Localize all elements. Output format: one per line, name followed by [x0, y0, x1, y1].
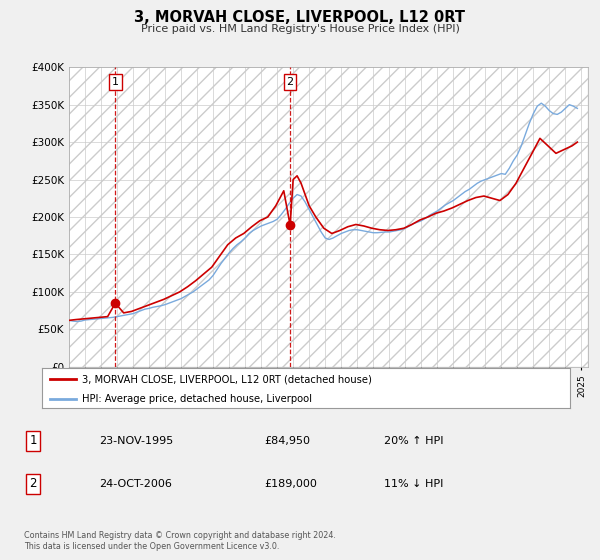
Text: 2: 2 — [29, 477, 37, 491]
Text: £189,000: £189,000 — [264, 479, 317, 489]
Text: Contains HM Land Registry data © Crown copyright and database right 2024.: Contains HM Land Registry data © Crown c… — [24, 531, 336, 540]
Text: 23-NOV-1995: 23-NOV-1995 — [99, 436, 173, 446]
Text: £84,950: £84,950 — [264, 436, 310, 446]
Text: 1: 1 — [29, 434, 37, 447]
Text: 2: 2 — [287, 77, 293, 87]
Text: This data is licensed under the Open Government Licence v3.0.: This data is licensed under the Open Gov… — [24, 542, 280, 551]
Text: 3, MORVAH CLOSE, LIVERPOOL, L12 0RT: 3, MORVAH CLOSE, LIVERPOOL, L12 0RT — [134, 10, 466, 25]
Text: HPI: Average price, detached house, Liverpool: HPI: Average price, detached house, Live… — [82, 394, 311, 404]
Text: 1: 1 — [112, 77, 119, 87]
Text: 3, MORVAH CLOSE, LIVERPOOL, L12 0RT (detached house): 3, MORVAH CLOSE, LIVERPOOL, L12 0RT (det… — [82, 374, 371, 384]
Text: 20% ↑ HPI: 20% ↑ HPI — [384, 436, 443, 446]
Text: 24-OCT-2006: 24-OCT-2006 — [99, 479, 172, 489]
Text: Price paid vs. HM Land Registry's House Price Index (HPI): Price paid vs. HM Land Registry's House … — [140, 24, 460, 34]
Text: 11% ↓ HPI: 11% ↓ HPI — [384, 479, 443, 489]
